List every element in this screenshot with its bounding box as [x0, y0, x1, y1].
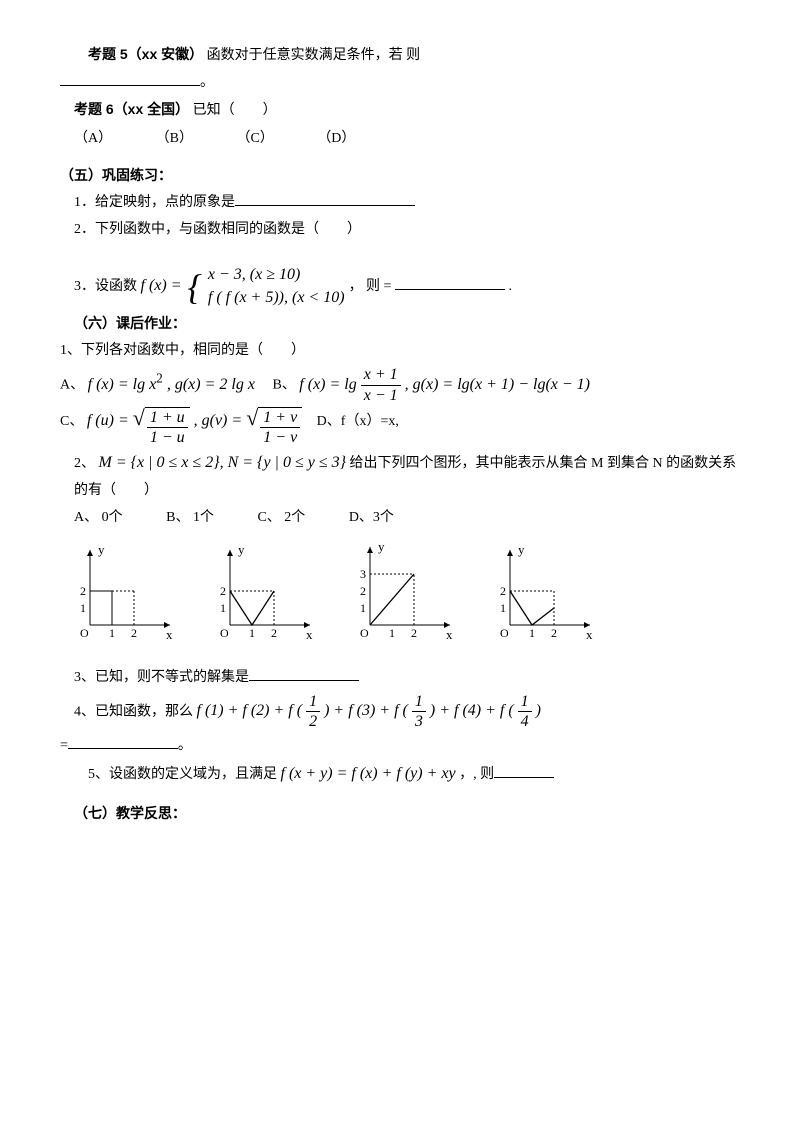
svg-text:1: 1	[360, 601, 366, 615]
q6-optB: （B）	[156, 126, 193, 151]
sec7-title: （七）教学反思：	[60, 801, 740, 826]
q6-text: 已知（ ）	[193, 103, 277, 118]
svg-text:1: 1	[389, 626, 395, 640]
sec6-optCD: C、 f (u) = √1 + u1 − u , g(v) = √1 + v1 …	[60, 407, 740, 447]
q6-optD: （D）	[317, 126, 355, 151]
svg-text:x: x	[446, 627, 453, 640]
sec6-p4-eq: =。	[60, 733, 740, 758]
q6-label: 考题 6（xx 全国）	[74, 101, 189, 117]
svg-text:2: 2	[131, 626, 137, 640]
sec5-p1: 1．给定映射，点的原象是	[60, 190, 740, 215]
svg-text:1: 1	[529, 626, 535, 640]
svg-text:2: 2	[411, 626, 417, 640]
sec5-p3: 3．设函数 f (x) = { x − 3, (x ≥ 10) f ( f (x…	[60, 264, 740, 309]
q5-blank-line: 。	[60, 70, 740, 95]
svg-text:y: y	[98, 542, 105, 557]
svg-text:y: y	[238, 542, 245, 557]
svg-text:2: 2	[80, 584, 86, 598]
svg-text:1: 1	[249, 626, 255, 640]
sec6-p1: 1、下列各对函数中，相同的是（ ）	[60, 338, 740, 363]
svg-text:1: 1	[80, 601, 86, 615]
chart-4: y x O 1 2 1 2	[490, 540, 600, 649]
sec5-title: （五）巩固练习：	[60, 163, 740, 188]
svg-text:2: 2	[360, 584, 366, 598]
svg-text:O: O	[360, 626, 369, 640]
p2-optD: D、3个	[349, 505, 394, 530]
q6-options: （A） （B） （C） （D）	[60, 126, 740, 151]
q6-optC: （C）	[236, 126, 273, 151]
svg-text:3: 3	[360, 567, 366, 581]
chart-row: y x O 1 2 1 2 y x O 1 2 1 2 y x O 1 2 1 2 3 y x O 1 2 1 2	[70, 540, 740, 649]
svg-text:1: 1	[500, 601, 506, 615]
chart-3: y x O 1 2 1 2 3	[350, 540, 460, 649]
svg-text:O: O	[220, 626, 229, 640]
sec6-p3: 3、已知，则不等式的解集是	[60, 665, 740, 690]
sec6-title: （六）课后作业：	[60, 311, 740, 336]
q6: 考题 6（xx 全国） 已知（ ）	[60, 97, 740, 123]
svg-text:y: y	[378, 540, 385, 554]
svg-text:x: x	[586, 627, 593, 640]
svg-text:x: x	[166, 627, 173, 640]
svg-text:y: y	[518, 542, 525, 557]
svg-text:2: 2	[500, 584, 506, 598]
q5-label: 考题 5（xx 安徽）	[88, 46, 203, 62]
sec6-p5: 5、设函数的定义域为，且满足 f (x + y) = f (x) + f (y)…	[60, 760, 740, 789]
chart-2: y x O 1 2 1 2	[210, 540, 320, 649]
svg-text:x: x	[306, 627, 313, 640]
q5-text: 函数对于任意实数满足条件，若 则	[207, 48, 421, 63]
sec6-p2: 2、 M = {x | 0 ≤ x ≤ 2}, N = {y | 0 ≤ y ≤…	[60, 449, 740, 503]
svg-text:2: 2	[551, 626, 557, 640]
q5: 考题 5（xx 安徽） 函数对于任意实数满足条件，若 则	[60, 42, 740, 68]
p2-optC: C、 2个	[257, 505, 305, 530]
sec6-p4: 4、已知函数，那么 f (1) + f (2) + f ( 12 ) + f (…	[60, 692, 740, 731]
p2-optA: A、 0个	[74, 505, 123, 530]
q6-optA: （A）	[74, 126, 112, 151]
svg-text:2: 2	[220, 584, 226, 598]
svg-text:1: 1	[109, 626, 115, 640]
sec6-optAB: A、 f (x) = lg x2 , g(x) = 2 lg x B、 f (x…	[60, 365, 740, 404]
sec5-p2: 2．下列函数中，与函数相同的函数是（ ）	[60, 217, 740, 242]
piecewise: f (x) = { x − 3, (x ≥ 10) f ( f (x + 5))…	[141, 277, 349, 294]
sec6-p2-options: A、 0个 B、 1个 C、 2个 D、3个	[60, 505, 740, 530]
svg-text:1: 1	[220, 601, 226, 615]
svg-text:O: O	[500, 626, 509, 640]
svg-text:O: O	[80, 626, 89, 640]
svg-text:2: 2	[271, 626, 277, 640]
p2-optB: B、 1个	[166, 505, 214, 530]
chart-1: y x O 1 2 1 2	[70, 540, 180, 649]
